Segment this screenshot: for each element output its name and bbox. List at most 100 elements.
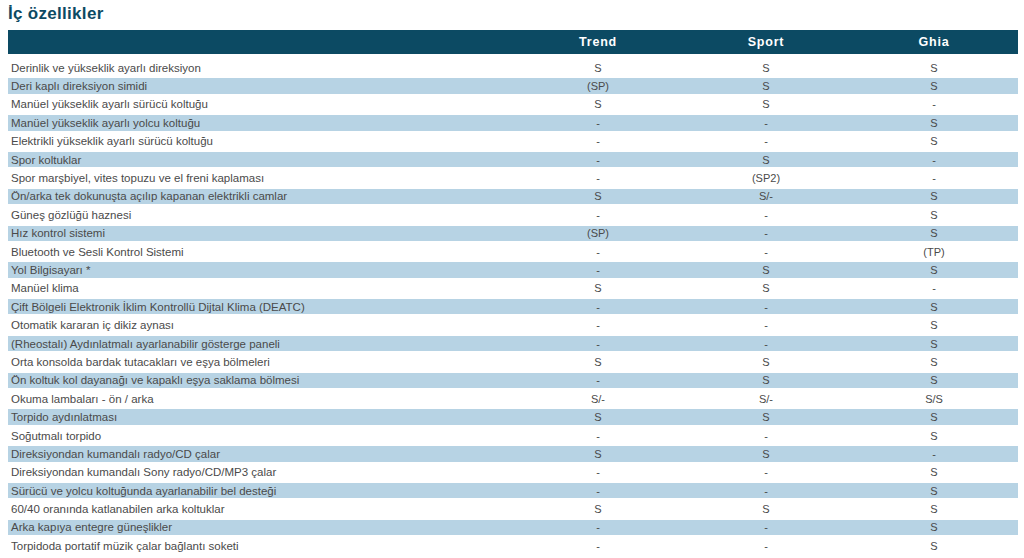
ghia-value: - (850, 282, 1018, 294)
feature-label: Okuma lambaları - ön / arka (8, 393, 514, 405)
trend-value: S (514, 411, 682, 423)
page-title: İç özellikler (8, 2, 1018, 26)
ghia-value: (TP) (850, 246, 1018, 258)
table-row: Sürücü ve yolcu koltuğunda ayarlanabilir… (8, 483, 1018, 498)
ghia-value: S (850, 301, 1018, 313)
trend-value: - (514, 117, 682, 129)
feature-label: Torpidoda portatif müzik çalar bağlantı … (8, 540, 514, 552)
trend-value: - (514, 540, 682, 552)
feature-label: (Rheostalı) Aydınlatmalı ayarlanabilir g… (8, 338, 514, 350)
sport-value: - (682, 466, 850, 478)
sport-value: S (682, 282, 850, 294)
ghia-value: S (850, 62, 1018, 74)
feature-label: Hız kontrol sistemi (8, 227, 514, 239)
ghia-value: S (850, 227, 1018, 239)
trend-value: S (514, 62, 682, 74)
feature-label: Ön koltuk kol dayanağı ve kapaklı eşya s… (8, 374, 514, 386)
trend-value: S (514, 98, 682, 110)
feature-label: Deri kaplı direksiyon simidi (8, 80, 514, 92)
ghia-value: S (850, 411, 1018, 423)
ghia-value: - (850, 172, 1018, 184)
ghia-value: S (850, 521, 1018, 533)
trend-value: - (514, 485, 682, 497)
ghia-value: S (850, 356, 1018, 368)
feature-label: Direksiyondan kumandalı Sony radyo/CD/MP… (8, 466, 514, 478)
sport-value: - (682, 135, 850, 147)
trend-value: (SP) (514, 80, 682, 92)
ghia-value: - (850, 154, 1018, 166)
ghia-value: S (850, 80, 1018, 92)
table-row: Otomatik kararan iç dikiz aynası - - S (8, 317, 1018, 332)
sport-value: (SP2) (682, 172, 850, 184)
sport-value: S (682, 411, 850, 423)
trend-value: S (514, 356, 682, 368)
sport-value: - (682, 540, 850, 552)
sport-value: - (682, 521, 850, 533)
table-row: Soğutmalı torpido - - S (8, 428, 1018, 443)
feature-label: Sürücü ve yolcu koltuğunda ayarlanabilir… (8, 485, 514, 497)
table-row: Spor koltuklar - S - (8, 152, 1018, 167)
feature-label: Manüel yükseklik ayarlı sürücü koltuğu (8, 98, 514, 110)
table-row: Güneş gözlüğü haznesi - - S (8, 207, 1018, 222)
ghia-value: - (850, 98, 1018, 110)
table-row: 60/40 oranında katlanabilen arka koltukl… (8, 501, 1018, 516)
table-header: Trend Sport Ghia (8, 30, 1018, 54)
table-row: Torpido aydınlatması S S S (8, 409, 1018, 424)
trend-value: - (514, 135, 682, 147)
sport-value: S (682, 503, 850, 515)
trend-value: - (514, 154, 682, 166)
trend-value: - (514, 430, 682, 442)
sport-value: - (682, 485, 850, 497)
sport-value: - (682, 338, 850, 350)
table-row: (Rheostalı) Aydınlatmalı ayarlanabilir g… (8, 336, 1018, 351)
ghia-value: S (850, 485, 1018, 497)
sport-value: - (682, 246, 850, 258)
ghia-value: S (850, 135, 1018, 147)
table-row: Direksiyondan kumandalı Sony radyo/CD/MP… (8, 465, 1018, 480)
feature-table-body: Derinlik ve yükseklik ayarlı direksiyon … (8, 60, 1018, 554)
feature-label: Torpido aydınlatması (8, 411, 514, 423)
ghia-value: S (850, 338, 1018, 350)
trend-value: (SP) (514, 227, 682, 239)
feature-label: Orta konsolda bardak tutacakları ve eşya… (8, 356, 514, 368)
sport-value: S (682, 264, 850, 276)
table-row: Hız kontrol sistemi (SP) - S (8, 226, 1018, 241)
ghia-value: S (850, 374, 1018, 386)
table-row: Okuma lambaları - ön / arka S/- S/- S/S (8, 391, 1018, 406)
column-header-trend: Trend (514, 35, 682, 49)
feature-label: 60/40 oranında katlanabilen arka koltukl… (8, 503, 514, 515)
sport-value: S (682, 98, 850, 110)
sport-value: - (682, 209, 850, 221)
trend-value: - (514, 319, 682, 331)
sport-value: S (682, 356, 850, 368)
ghia-value: S (850, 540, 1018, 552)
column-header-ghia: Ghia (850, 35, 1018, 49)
trend-value: S (514, 503, 682, 515)
table-row: Manüel klima S S - (8, 281, 1018, 296)
feature-label: Güneş gözlüğü haznesi (8, 209, 514, 221)
sport-value: S/- (682, 393, 850, 405)
feature-label: Otomatik kararan iç dikiz aynası (8, 319, 514, 331)
trend-value: S/- (514, 393, 682, 405)
ghia-value: S (850, 190, 1018, 202)
trend-value: - (514, 374, 682, 386)
feature-label: Derinlik ve yükseklik ayarlı direksiyon (8, 62, 514, 74)
trend-value: - (514, 521, 682, 533)
table-row: Yol Bilgisayarı * - S S (8, 262, 1018, 277)
ghia-value: - (850, 448, 1018, 460)
sport-value: S (682, 448, 850, 460)
ghia-value: S (850, 264, 1018, 276)
feature-label: Elektrikli yükseklik ayarlı sürücü koltu… (8, 135, 514, 147)
trend-value: - (514, 264, 682, 276)
feature-label: Arka kapıya entegre güneşlikler (8, 521, 514, 533)
feature-label: Spor koltuklar (8, 154, 514, 166)
feature-label: Spor marşbiyel, vites topuzu ve el freni… (8, 172, 514, 184)
sport-value: - (682, 319, 850, 331)
table-row: Ön/arka tek dokunuşta açılıp kapanan ele… (8, 189, 1018, 204)
ghia-value: S (850, 466, 1018, 478)
column-header-sport: Sport (682, 35, 850, 49)
feature-label: Manüel klima (8, 282, 514, 294)
trend-value: S (514, 448, 682, 460)
sport-value: - (682, 227, 850, 239)
ghia-value: S/S (850, 393, 1018, 405)
